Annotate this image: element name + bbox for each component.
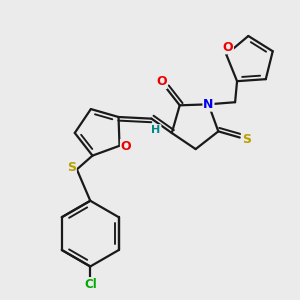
Text: O: O	[121, 140, 131, 153]
Text: O: O	[156, 75, 166, 88]
Text: S: S	[242, 133, 251, 146]
Text: O: O	[223, 40, 233, 53]
Text: H: H	[151, 125, 160, 135]
Text: N: N	[203, 98, 214, 111]
Text: S: S	[67, 160, 76, 173]
Text: Cl: Cl	[84, 278, 97, 291]
